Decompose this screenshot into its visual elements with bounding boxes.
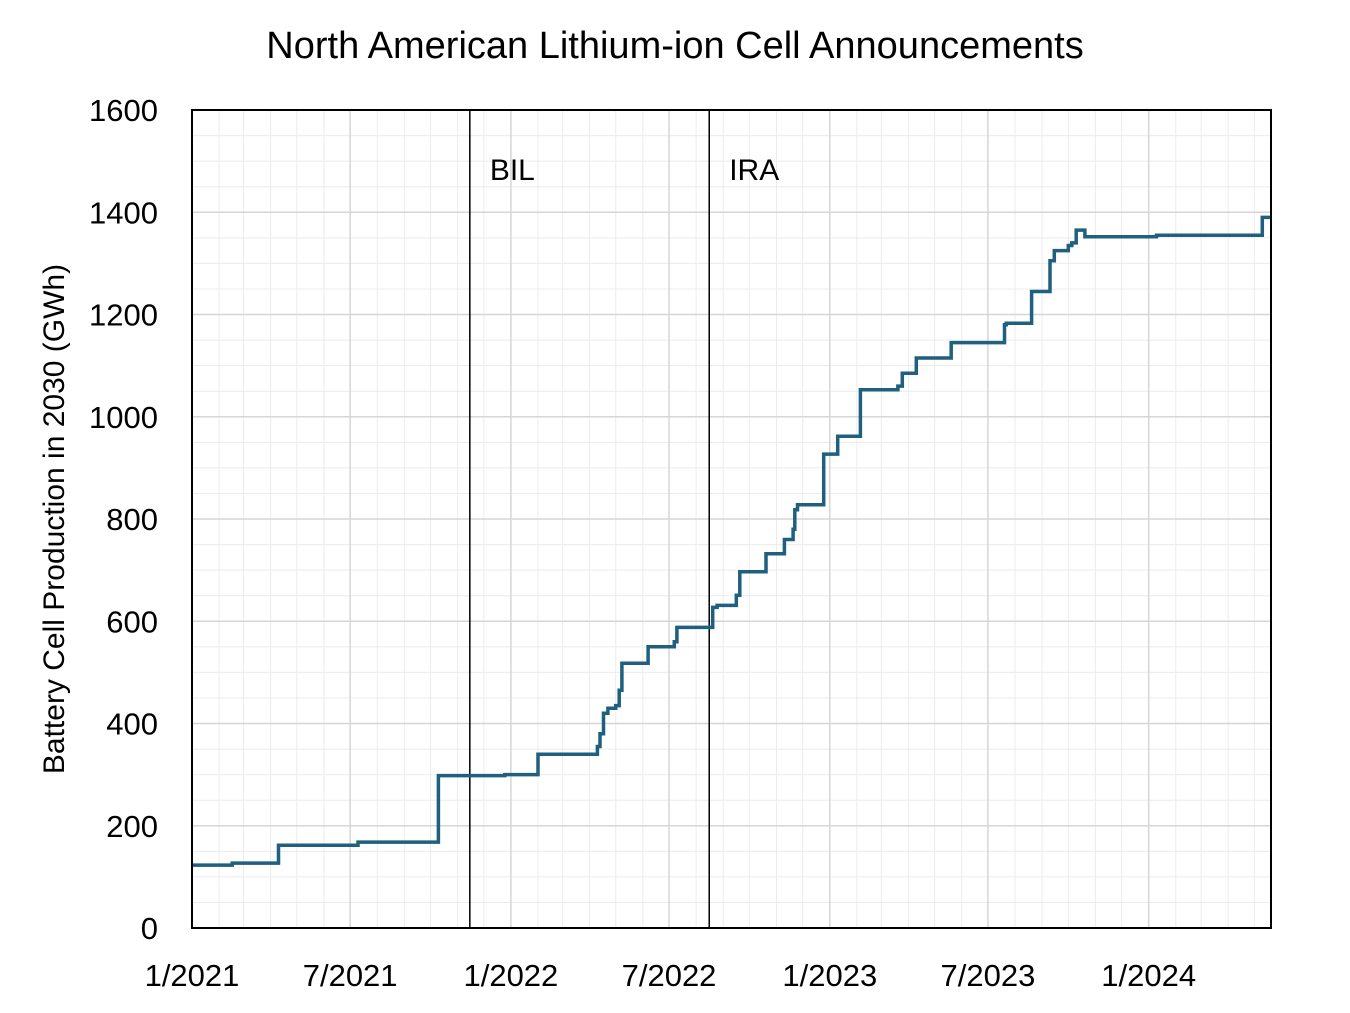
annotations: BIL IRA (469, 110, 779, 928)
x-tick-label: 7/2023 (941, 958, 1036, 993)
y-tick-label: 1200 (89, 298, 158, 333)
x-tick-label: 7/2021 (303, 958, 398, 993)
major-gridlines (192, 110, 1271, 928)
y-tick-label: 1600 (89, 93, 158, 128)
x-axis-ticks: 1/2021 7/2021 1/2022 7/2022 1/2023 7/2023 1/20… (145, 958, 1197, 993)
y-tick-label: 400 (106, 707, 158, 742)
x-tick-label: 1/2021 (145, 958, 240, 993)
minor-gridlines (192, 110, 1271, 928)
plot-frame (191, 109, 1272, 929)
x-tick-label: 1/2023 (782, 958, 877, 993)
x-tick-label: 1/2024 (1101, 958, 1196, 993)
annotation-label: IRA (729, 154, 779, 187)
y-tick-label: 1400 (89, 195, 158, 230)
y-tick-label: 600 (106, 604, 158, 639)
x-tick-label: 7/2022 (622, 958, 717, 993)
series-layer (192, 215, 1271, 867)
y-tick-label: 200 (106, 809, 158, 844)
x-tick-label: 1/2022 (463, 958, 558, 993)
series-line (192, 215, 1271, 867)
chart-title: North American Lithium-ion Cell Announce… (266, 25, 1083, 67)
y-tick-label: 1000 (89, 400, 158, 435)
y-axis-label: Battery Cell Production in 2030 (GWh) (38, 264, 71, 774)
annotation-label: BIL (490, 154, 535, 187)
y-tick-label: 800 (106, 502, 158, 537)
y-axis-ticks: 0 200 400 600 800 1000 1200 1400 1600 (89, 93, 158, 946)
y-tick-label: 0 (141, 911, 158, 946)
